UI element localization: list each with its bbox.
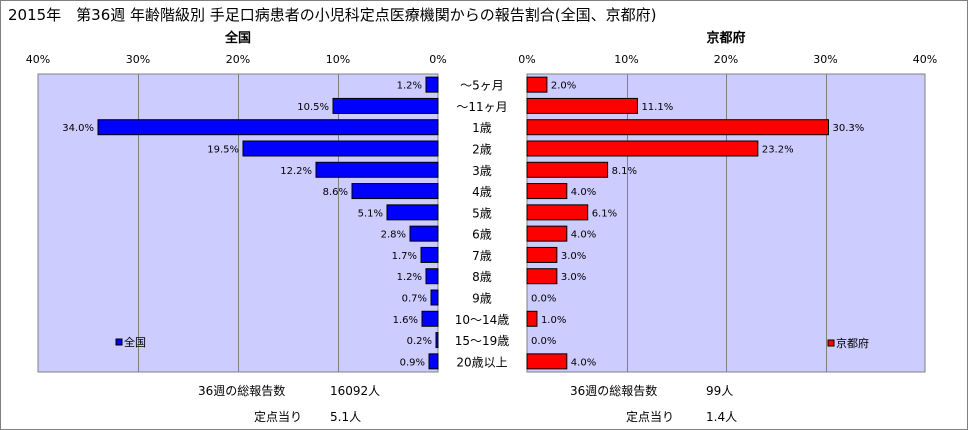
national-data-label: 1.2% [397, 272, 422, 283]
kyoto-data-label: 2.0% [551, 81, 576, 92]
figure-title: 2015年 第36週 年齢階級別 手足口病患者の小児科定点医療機関からの報告割合… [8, 6, 657, 24]
national-bar [97, 119, 439, 136]
kyoto-bar [526, 353, 568, 370]
national-x-tick-label: 40% [26, 53, 50, 66]
kyoto-legend-label: 京都府 [836, 336, 869, 350]
national-data-label: 0.7% [402, 294, 427, 305]
category-label: 5歳 [472, 206, 492, 220]
kyoto-data-label: 3.0% [561, 251, 586, 262]
category-label: ～11ヶ月 [456, 100, 507, 114]
national-bar [409, 225, 439, 242]
category-label: ～5ヶ月 [460, 79, 504, 93]
kyoto-x-tick-label: 0% [518, 53, 535, 66]
national-total-value: 16092人 [330, 384, 381, 398]
national-bar [435, 332, 439, 349]
national-data-label: 19.5% [207, 145, 239, 156]
category-label: 9歳 [472, 292, 492, 306]
national-legend-swatch [115, 338, 123, 346]
national-x-tick-label: 20% [226, 53, 250, 66]
category-label: 7歳 [472, 249, 492, 263]
national-panel-title: 全国 [224, 30, 251, 46]
kyoto-x-tick-label: 20% [714, 53, 738, 66]
national-bar [386, 204, 439, 221]
national-data-label: 0.2% [407, 336, 432, 347]
kyoto-panel-title: 京都府 [706, 30, 745, 46]
kyoto-data-label: 4.0% [571, 230, 596, 241]
national-bar [420, 246, 439, 263]
national-data-label: 0.9% [400, 357, 425, 368]
category-label: 20歳以上 [456, 355, 507, 369]
kyoto-bar [526, 97, 638, 114]
national-per-label: 定点当り [254, 410, 303, 424]
kyoto-x-tick-label: 10% [614, 53, 638, 66]
kyoto-bar [526, 204, 589, 221]
category-label: 8歳 [472, 270, 492, 284]
category-label: 10～14歳 [455, 313, 510, 327]
kyoto-data-label: 4.0% [571, 187, 596, 198]
kyoto-data-label: 0.0% [531, 294, 556, 305]
category-label: 6歳 [472, 228, 492, 242]
kyoto-data-label: 11.1% [641, 102, 673, 113]
category-label: 15～19歳 [455, 334, 510, 348]
national-data-label: 2.8% [381, 230, 406, 241]
kyoto-data-label: 30.3% [832, 123, 864, 134]
kyoto-bar [526, 246, 558, 263]
kyoto-legend-swatch [827, 339, 835, 347]
national-bar [351, 183, 439, 200]
kyoto-data-label: 3.0% [561, 272, 586, 283]
national-x-tick-label: 30% [126, 53, 150, 66]
kyoto-data-label: 0.0% [531, 336, 556, 347]
kyoto-data-label: 1.0% [541, 315, 566, 326]
national-per-value: 5.1人 [330, 410, 362, 424]
national-bar [421, 310, 439, 327]
kyoto-data-label: 8.1% [612, 166, 637, 177]
kyoto-bar [526, 268, 558, 285]
national-x-tick-label: 10% [326, 53, 350, 66]
national-data-label: 5.1% [358, 208, 383, 219]
kyoto-per-label: 定点当り [626, 410, 675, 424]
kyoto-bar [526, 310, 538, 327]
national-data-label: 1.6% [393, 315, 418, 326]
category-label: 1歳 [472, 121, 492, 135]
kyoto-bar [526, 76, 548, 93]
category-label: 2歳 [472, 143, 492, 157]
kyoto-bar [526, 183, 568, 200]
kyoto-x-tick-label: 40% [913, 53, 937, 66]
national-data-label: 8.6% [323, 187, 348, 198]
national-bar [425, 76, 439, 93]
kyoto-bar [526, 140, 759, 157]
category-label: 3歳 [472, 164, 492, 178]
national-bar [315, 161, 439, 178]
national-x-tick-label: 0% [429, 53, 446, 66]
kyoto-data-label: 23.2% [762, 145, 794, 156]
kyoto-data-label: 6.1% [592, 208, 617, 219]
national-bar [428, 353, 439, 370]
kyoto-data-label: 4.0% [571, 357, 596, 368]
kyoto-per-value: 1.4人 [706, 410, 738, 424]
national-bar [430, 289, 439, 306]
kyoto-bar [526, 119, 829, 136]
national-bar [242, 140, 439, 157]
national-data-label: 1.7% [392, 251, 417, 262]
national-data-label: 34.0% [62, 123, 94, 134]
national-legend-label: 全国 [124, 335, 146, 349]
kyoto-bar [526, 225, 568, 242]
national-bar [332, 97, 439, 114]
category-label: 4歳 [472, 185, 492, 199]
national-bar [425, 268, 439, 285]
national-data-label: 1.2% [397, 81, 422, 92]
national-total-label: 36週の総報告数 [198, 384, 286, 398]
kyoto-bar [526, 161, 609, 178]
national-data-label: 10.5% [297, 102, 329, 113]
national-data-label: 12.2% [280, 166, 312, 177]
kyoto-x-tick-label: 30% [813, 53, 837, 66]
kyoto-total-value: 99人 [706, 384, 734, 398]
kyoto-total-label: 36週の総報告数 [570, 384, 658, 398]
